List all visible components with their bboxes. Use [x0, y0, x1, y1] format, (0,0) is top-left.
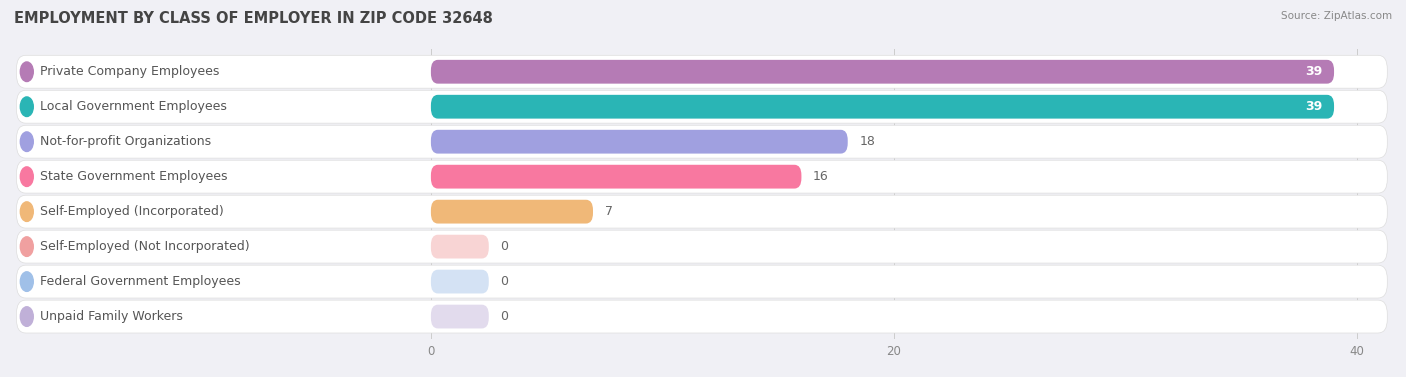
Text: 0: 0 [501, 240, 509, 253]
Text: Self-Employed (Not Incorporated): Self-Employed (Not Incorporated) [39, 240, 249, 253]
FancyBboxPatch shape [430, 165, 801, 188]
FancyBboxPatch shape [430, 200, 593, 224]
FancyBboxPatch shape [17, 55, 1388, 88]
Text: State Government Employees: State Government Employees [39, 170, 226, 183]
Text: EMPLOYMENT BY CLASS OF EMPLOYER IN ZIP CODE 32648: EMPLOYMENT BY CLASS OF EMPLOYER IN ZIP C… [14, 11, 494, 26]
FancyBboxPatch shape [430, 130, 848, 153]
Text: 7: 7 [605, 205, 613, 218]
Circle shape [20, 202, 34, 221]
Circle shape [20, 62, 34, 81]
Text: 39: 39 [1305, 65, 1323, 78]
FancyBboxPatch shape [430, 305, 489, 328]
FancyBboxPatch shape [430, 95, 1334, 119]
Text: 16: 16 [813, 170, 828, 183]
FancyBboxPatch shape [430, 270, 489, 293]
Circle shape [20, 307, 34, 326]
Text: Private Company Employees: Private Company Employees [39, 65, 219, 78]
Text: Source: ZipAtlas.com: Source: ZipAtlas.com [1281, 11, 1392, 21]
Text: Federal Government Employees: Federal Government Employees [39, 275, 240, 288]
Circle shape [20, 237, 34, 256]
FancyBboxPatch shape [17, 195, 1388, 228]
Text: Not-for-profit Organizations: Not-for-profit Organizations [39, 135, 211, 148]
FancyBboxPatch shape [17, 160, 1388, 193]
Text: Self-Employed (Incorporated): Self-Employed (Incorporated) [39, 205, 224, 218]
Circle shape [20, 272, 34, 291]
Text: 39: 39 [1305, 100, 1323, 113]
FancyBboxPatch shape [430, 235, 489, 259]
Text: Unpaid Family Workers: Unpaid Family Workers [39, 310, 183, 323]
FancyBboxPatch shape [17, 125, 1388, 158]
Text: 18: 18 [859, 135, 875, 148]
FancyBboxPatch shape [17, 265, 1388, 298]
Text: 0: 0 [501, 275, 509, 288]
FancyBboxPatch shape [17, 300, 1388, 333]
Circle shape [20, 167, 34, 187]
FancyBboxPatch shape [430, 60, 1334, 84]
FancyBboxPatch shape [17, 230, 1388, 263]
Circle shape [20, 97, 34, 116]
Text: 0: 0 [501, 310, 509, 323]
Text: Local Government Employees: Local Government Employees [39, 100, 226, 113]
Circle shape [20, 132, 34, 152]
FancyBboxPatch shape [17, 90, 1388, 123]
